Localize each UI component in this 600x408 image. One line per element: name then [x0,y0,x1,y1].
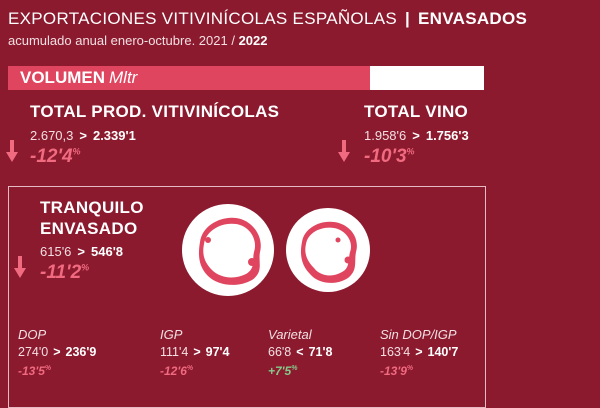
total-wine-arrow: > [412,128,420,143]
category-prev: 111'4 [160,345,189,359]
category-change-unit: % [44,365,52,372]
still-change: -11'2% [40,262,89,284]
down-arrow-icon [6,140,18,162]
category-current: 97'4 [205,345,230,359]
still-change-unit: % [81,262,90,273]
volume-label: VOLUMEN Mltr [20,68,137,88]
category-arrow: > [415,345,423,359]
still-values: 615'6 >546'8 [40,244,123,259]
category-change-unit: % [406,365,414,372]
category-change: -12'6% [160,364,193,378]
category-change-value: -13'5 [18,364,45,378]
total-wine-prev: 1.958'6 [364,128,407,143]
category-prev: 274'0 [18,345,49,359]
title-separator: | [404,9,411,28]
subtitle-text: acumulado anual enero-octubre. 2021 / [8,33,235,48]
category-values: 274'0 >236'9 [18,345,96,359]
category-label: Varietal [268,327,312,342]
category-values: 66'8 <71'8 [268,345,332,359]
total-wine-change-unit: % [406,146,415,157]
volume-unit: Mltr [109,68,138,87]
still-title-line1: TRANQUILO [40,198,144,217]
category-change-unit: % [186,365,194,372]
category-values: 163'4 >140'7 [380,345,458,359]
category-change-unit: % [291,365,298,372]
category-label: IGP [160,327,183,342]
category-label: Sin DOP/IGP [380,327,457,342]
still-title-line2: ENVASADO [40,219,138,238]
down-arrow-icon [338,140,350,162]
subtitle-year: 2022 [238,33,268,48]
category-change-value: -12'6 [160,364,187,378]
total-prod-values: 2.670,3 >2.339'1 [30,128,136,143]
category-arrow: > [193,345,201,359]
category-prev: 66'8 [268,345,292,359]
page-subtitle: acumulado anual enero-octubre. 2021 / 20… [8,33,267,48]
still-change-value: -11'2 [40,262,82,283]
category-arrow: < [296,345,304,359]
total-wine-values: 1.958'6 >1.756'3 [364,128,469,143]
category-current: 71'8 [308,345,333,359]
category-change: -13'9% [380,364,413,378]
volume-label-text: VOLUMEN [20,68,105,87]
total-prod-change-unit: % [72,146,81,157]
category-prev: 163'4 [380,345,411,359]
wine-stain-icon [286,208,370,292]
total-wine-title: TOTAL VINO [364,102,469,121]
category-change-value: -13'9 [380,364,407,378]
volume-bar-fill [8,66,370,90]
section-name: ENVASADOS [418,9,528,28]
total-wine-change: -10'3% [364,146,415,168]
total-wine-current: 1.756'3 [425,128,469,143]
total-prod-change: -12'4% [30,146,81,168]
still-prev: 615'6 [40,244,72,259]
still-arrow: > [77,244,85,259]
down-arrow-icon [14,256,26,278]
category-change: -13'5% [18,364,51,378]
category-current: 236'9 [65,345,97,359]
wine-stain-icon [182,204,274,296]
category-current: 140'7 [427,345,459,359]
category-values: 111'4 >97'4 [160,345,229,359]
category-change-value: +7'5 [268,364,292,378]
category-arrow: > [53,345,61,359]
total-prod-change-value: -12'4 [30,146,73,167]
title-text: EXPORTACIONES VITIVINÍCOLAS ESPAÑOLAS [8,9,397,28]
category-label: DOP [18,327,47,342]
total-prod-arrow: > [79,128,87,143]
category-change: +7'5% [268,364,297,378]
total-prod-current: 2.339'1 [92,128,136,143]
total-wine-change-value: -10'3 [364,146,407,167]
total-prod-prev: 2.670,3 [30,128,74,143]
still-current: 546'8 [91,244,124,259]
total-prod-title: TOTAL PROD. VITIVINÍCOLAS [30,102,280,121]
volume-bar: VOLUMEN Mltr [8,66,484,90]
page-title: EXPORTACIONES VITIVINÍCOLAS ESPAÑOLAS | EN… [8,9,527,29]
